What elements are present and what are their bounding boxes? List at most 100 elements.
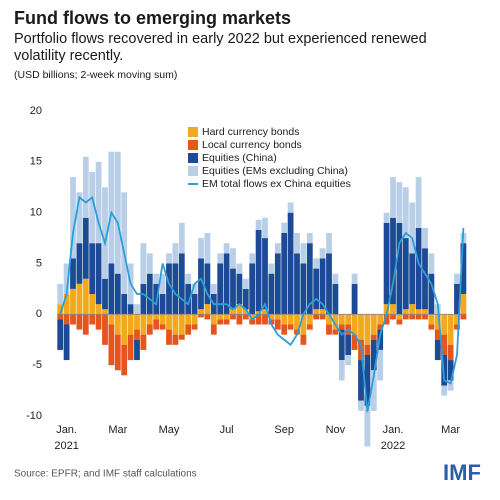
- bar-segment: [223, 319, 230, 325]
- bar-segment: [95, 243, 102, 305]
- bar-segment: [95, 161, 102, 244]
- bar-segment: [422, 309, 428, 315]
- chart-title: Fund flows to emerging markets: [14, 8, 292, 28]
- bar-segment: [204, 263, 211, 305]
- legend-swatch: [188, 140, 198, 150]
- bar-segment: [236, 314, 243, 325]
- bar-segment: [262, 314, 268, 325]
- y-tick-label: -10: [26, 410, 42, 422]
- bar-segment: [198, 314, 204, 318]
- bar-segment: [422, 248, 428, 310]
- bar-segment: [390, 304, 396, 315]
- bar-segment: [300, 263, 307, 315]
- bar-segment: [377, 324, 384, 330]
- bar-segment: [82, 314, 89, 335]
- bar-segment: [82, 278, 89, 315]
- bar-segment: [383, 212, 390, 223]
- source: Source: EPFR; and IMF staff calculations: [14, 469, 197, 480]
- chart-note: (USD billions; 2-week moving sum): [14, 69, 178, 81]
- x-tick-label: Jul: [220, 424, 234, 436]
- bar-segment: [409, 253, 416, 305]
- bar-segment: [294, 233, 300, 254]
- bar-segment: [460, 314, 467, 320]
- bar-segment: [281, 314, 288, 325]
- bar-segment: [415, 227, 422, 310]
- bar-segment: [146, 314, 153, 325]
- bar-segment: [89, 314, 96, 325]
- bar-segment: [191, 283, 198, 294]
- bar-segment: [326, 233, 332, 254]
- x-tick-label: Jan. 2022: [381, 424, 405, 452]
- bar-segment: [345, 314, 352, 325]
- bar-segment: [441, 314, 448, 335]
- bar-segment: [76, 283, 83, 315]
- bar-segment: [383, 222, 390, 305]
- bar-segment: [358, 400, 364, 411]
- bar-segment: [102, 187, 108, 279]
- bar-segment: [76, 192, 83, 244]
- bar-segment: [274, 243, 281, 254]
- bar-segment: [364, 344, 371, 355]
- bar-segment: [422, 227, 428, 249]
- bar-segment: [364, 405, 371, 447]
- bar-segment: [249, 263, 256, 315]
- bar-segment: [358, 360, 364, 401]
- bar-segment: [249, 314, 256, 320]
- legend-label: Local currency bonds: [202, 139, 302, 151]
- bar-segment: [313, 258, 320, 269]
- bar-segment: [332, 314, 339, 330]
- legend-swatch: [188, 127, 198, 137]
- bar-segment: [134, 314, 140, 330]
- bar-segment: [326, 324, 332, 335]
- bar-segment: [121, 344, 128, 376]
- bar-segment: [89, 294, 96, 315]
- bar-segment: [108, 263, 115, 315]
- bar-segment: [146, 324, 153, 335]
- bar-segment: [127, 314, 134, 335]
- bar-segment: [460, 243, 467, 294]
- bar-segment: [409, 202, 416, 254]
- bar-segment: [319, 309, 326, 315]
- bar-segment: [121, 294, 128, 315]
- bar-segment: [262, 309, 268, 315]
- bar-segment: [70, 258, 76, 289]
- bar-segment: [108, 151, 115, 264]
- bar-segment: [370, 339, 377, 371]
- bar-segment: [57, 319, 64, 350]
- y-tick-label: 5: [36, 257, 42, 269]
- bar-segment: [351, 334, 358, 350]
- bar-segment: [255, 219, 262, 230]
- bar-segment: [178, 222, 185, 254]
- bar-segment: [338, 324, 345, 330]
- bar-segment: [332, 283, 339, 315]
- bar-segment: [300, 243, 307, 264]
- bar-segment: [204, 314, 211, 320]
- bar-segment: [326, 253, 332, 315]
- bar-segment: [217, 319, 224, 325]
- bar-segment: [114, 314, 121, 335]
- bar-segment: [409, 304, 416, 315]
- bar-segment: [396, 314, 403, 320]
- bar-segment: [217, 263, 224, 315]
- bar-segment: [166, 329, 172, 345]
- bar-segment: [185, 273, 192, 284]
- bar-segment: [230, 314, 236, 320]
- bar-segment: [82, 217, 89, 279]
- bar-segment: [153, 314, 160, 320]
- bar-segment: [146, 273, 153, 315]
- bar-segment: [140, 314, 147, 335]
- bar-segment: [63, 314, 70, 325]
- bar-segment: [383, 304, 390, 315]
- bar-segment: [57, 304, 64, 315]
- bar-segment: [172, 314, 179, 335]
- bar-segment: [281, 233, 288, 315]
- bar-segment: [262, 217, 268, 239]
- bar-segment: [306, 233, 313, 244]
- bar-segment: [402, 314, 409, 320]
- bar-segment: [262, 238, 268, 310]
- bar-segment: [345, 355, 352, 366]
- bar-segment: [121, 314, 128, 345]
- bar-segment: [434, 339, 441, 361]
- bar-segment: [223, 314, 230, 320]
